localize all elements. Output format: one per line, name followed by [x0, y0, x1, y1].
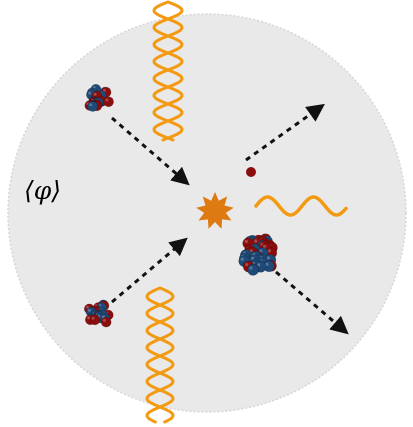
nucleon-highlight: [254, 239, 258, 243]
nucleon-highlight: [87, 316, 91, 320]
nucleon-highlight: [251, 256, 255, 260]
nucleus-outgoing: [238, 233, 278, 276]
gamma-wave-incoming-bottom: [145, 286, 175, 424]
nucleus-incoming-bottom: [84, 299, 114, 328]
nucleon-highlight: [267, 249, 271, 253]
nucleon-highlight: [257, 263, 261, 267]
nucleon-highlight: [87, 308, 91, 312]
nucleon-highlight: [240, 257, 244, 261]
nucleon-highlight: [93, 92, 97, 96]
nucleon-highlight: [245, 263, 249, 267]
nucleon-highlight: [263, 244, 267, 249]
interaction-vertex-star: [196, 192, 234, 229]
particle-outgoing: [246, 167, 256, 177]
arrow-in-top: [111, 116, 190, 186]
nucleon-highlight: [249, 266, 253, 270]
gamma-wave-incoming-top: [152, 0, 184, 142]
nucleon: [247, 264, 259, 276]
nucleon-highlight: [88, 91, 92, 95]
nucleus-incoming-top: [84, 84, 114, 112]
nucleon: [87, 101, 98, 112]
nucleon-highlight: [91, 316, 95, 320]
nucleon-highlight: [102, 318, 106, 322]
nucleon-highlight: [266, 256, 270, 260]
field-vev-label: ⟨φ⟩: [24, 176, 62, 205]
nucleon-highlight: [105, 98, 109, 102]
nucleon: [103, 96, 114, 107]
nucleon-highlight: [244, 239, 248, 244]
gamma-wave-outgoing: [254, 195, 348, 217]
nucleon-highlight: [89, 103, 93, 107]
nucleon: [100, 316, 112, 328]
nucleon-highlight: [265, 262, 269, 266]
nucleon: [89, 314, 101, 326]
